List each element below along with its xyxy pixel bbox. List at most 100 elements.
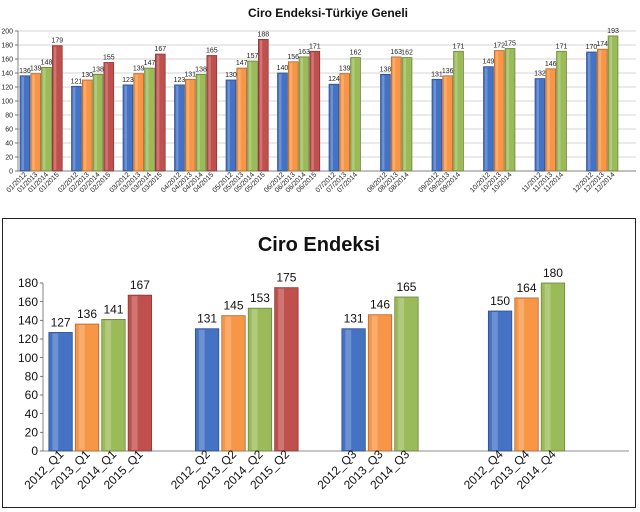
bar-highlight <box>156 55 160 170</box>
bar-highlight <box>495 51 499 170</box>
bar <box>92 74 104 172</box>
bar <box>431 78 443 172</box>
data-label: 132 <box>534 71 546 78</box>
bar-highlight <box>279 74 282 170</box>
bar-highlight <box>186 80 190 170</box>
chart-monthly-panel: Ciro Endeksi-Türkiye Geneli 0 20 40 60 80 100… <box>0 0 640 210</box>
bar <box>607 35 619 172</box>
bar <box>122 84 134 172</box>
bar <box>74 323 100 452</box>
bar-highlight <box>392 57 396 170</box>
bar-highlight <box>403 58 407 170</box>
data-label: 175 <box>276 271 296 285</box>
bar-highlight <box>330 85 333 170</box>
data-label: 162 <box>350 50 362 57</box>
data-label: 140 <box>277 65 289 72</box>
data-label: 138 <box>195 66 207 73</box>
bar-highlight <box>73 87 76 170</box>
data-label: 146 <box>370 298 390 312</box>
bar-highlight <box>311 52 314 170</box>
bar-highlight <box>491 312 498 450</box>
bar-highlight <box>198 329 205 450</box>
bar <box>52 45 63 172</box>
data-label: 149 <box>483 59 495 66</box>
data-label: 130 <box>81 72 93 79</box>
data-label: 124 <box>328 76 340 83</box>
bar-highlight <box>43 68 46 170</box>
bar <box>247 307 273 452</box>
data-label: 146 <box>545 61 557 68</box>
data-label: 138 <box>92 66 104 73</box>
bar-highlight <box>485 67 488 170</box>
bar-highlight <box>259 40 263 171</box>
bar-highlight <box>225 316 232 450</box>
y-tick-label: 120 <box>1 84 13 91</box>
bar <box>236 67 248 172</box>
bar-highlight <box>21 76 24 170</box>
data-label: 136 <box>77 307 97 321</box>
bar-highlight <box>544 284 551 450</box>
y-tick-label: 80 <box>5 112 13 119</box>
data-label: 131 <box>431 71 443 78</box>
bar <box>380 74 391 172</box>
bar <box>401 57 413 172</box>
bar <box>247 60 258 172</box>
y-tick-label: 40 <box>25 407 39 421</box>
y-tick-label: 100 <box>18 351 38 365</box>
bar-highlight <box>146 69 149 170</box>
chart-quarterly-panel: Ciro Endeksi 0 20 40 60 80 100 120 140 160 180 127… <box>2 218 636 508</box>
bar <box>195 74 207 172</box>
bar-highlight <box>518 298 525 450</box>
y-tick-label: 160 <box>18 295 38 309</box>
data-label: 123 <box>174 77 186 84</box>
data-label: 164 <box>517 281 537 295</box>
bar <box>309 50 321 172</box>
data-label: 123 <box>122 77 134 84</box>
data-label: 193 <box>607 28 619 35</box>
y-tick-label: 0 <box>31 444 38 458</box>
bar <box>483 66 494 172</box>
bar <box>184 78 196 172</box>
bar <box>48 332 73 452</box>
bar-highlight <box>131 296 138 450</box>
bar-highlight <box>598 50 602 171</box>
bar-highlight <box>135 74 138 170</box>
data-label: 138 <box>380 66 392 73</box>
bar-highlight <box>382 75 385 170</box>
bar <box>194 328 220 452</box>
bar-highlight <box>300 57 304 170</box>
data-label: 148 <box>41 59 53 66</box>
data-label: 167 <box>154 46 166 53</box>
y-tick-label: 120 <box>18 332 38 346</box>
bar <box>390 56 402 172</box>
y-tick-label: 140 <box>18 314 38 328</box>
bar <box>30 73 42 172</box>
data-label: 139 <box>339 66 351 73</box>
bar-highlight <box>588 53 591 170</box>
bar-highlight <box>249 62 252 170</box>
bar-highlight <box>341 74 344 170</box>
bar <box>101 319 126 452</box>
bar-highlight <box>371 315 378 450</box>
bar <box>350 57 361 172</box>
y-tick-label: 100 <box>1 98 13 105</box>
data-label: 188 <box>257 31 269 38</box>
bar-highlight <box>176 85 179 170</box>
bar-highlight <box>609 36 613 171</box>
data-label: 145 <box>224 299 244 313</box>
y-tick-label: 60 <box>5 126 13 133</box>
data-label: 165 <box>206 48 218 55</box>
data-label: 131 <box>184 71 196 78</box>
bar <box>534 78 546 172</box>
data-label: 171 <box>556 43 568 50</box>
bar <box>103 62 115 172</box>
bar-highlight <box>251 309 258 450</box>
bar <box>133 73 145 172</box>
bar <box>19 75 31 172</box>
bar <box>258 39 269 172</box>
bar <box>586 51 597 172</box>
bar-highlight <box>238 69 241 170</box>
bar <box>155 53 166 172</box>
data-label: 171 <box>453 43 465 50</box>
bar-highlight <box>506 49 510 170</box>
